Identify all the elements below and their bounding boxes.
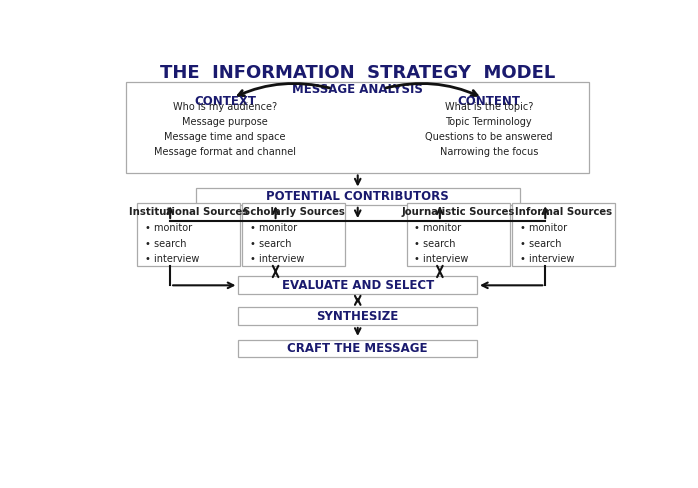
- Text: • monitor
• search
• interview: • monitor • search • interview: [144, 224, 199, 264]
- Text: THE  INFORMATION  STRATEGY  MODEL: THE INFORMATION STRATEGY MODEL: [160, 64, 556, 82]
- Text: EVALUATE AND SELECT: EVALUATE AND SELECT: [281, 279, 434, 292]
- Text: • monitor
• search
• interview: • monitor • search • interview: [520, 224, 574, 264]
- FancyBboxPatch shape: [195, 188, 520, 205]
- Text: What is the topic?
Topic Terminology
Questions to be answered
Narrowing the focu: What is the topic? Topic Terminology Que…: [425, 102, 552, 157]
- Text: • monitor
• search
• interview: • monitor • search • interview: [415, 224, 468, 264]
- FancyBboxPatch shape: [126, 81, 589, 173]
- FancyBboxPatch shape: [239, 307, 477, 325]
- FancyBboxPatch shape: [512, 203, 615, 266]
- Text: Journalistic Sources: Journalistic Sources: [401, 207, 515, 217]
- Text: POTENTIAL CONTRIBUTORS: POTENTIAL CONTRIBUTORS: [267, 190, 449, 203]
- Text: CONTENT: CONTENT: [457, 95, 520, 108]
- Text: CONTEXT: CONTEXT: [194, 95, 256, 108]
- Text: MESSAGE ANALYSIS: MESSAGE ANALYSIS: [292, 83, 423, 96]
- FancyBboxPatch shape: [239, 340, 477, 357]
- FancyBboxPatch shape: [137, 203, 240, 266]
- FancyBboxPatch shape: [242, 203, 346, 266]
- Text: Institutional Sources: Institutional Sources: [128, 207, 248, 217]
- Text: Informal Sources: Informal Sources: [515, 207, 612, 217]
- Text: • monitor
• search
• interview: • monitor • search • interview: [250, 224, 304, 264]
- FancyBboxPatch shape: [239, 277, 477, 294]
- FancyBboxPatch shape: [406, 203, 510, 266]
- Text: SYNTHESIZE: SYNTHESIZE: [317, 310, 399, 323]
- Text: Who is my audience?
Message purpose
Message time and space
Message format and ch: Who is my audience? Message purpose Mess…: [154, 102, 296, 157]
- Text: CRAFT THE MESSAGE: CRAFT THE MESSAGE: [288, 343, 428, 355]
- Text: Scholarly Sources: Scholarly Sources: [243, 207, 345, 217]
